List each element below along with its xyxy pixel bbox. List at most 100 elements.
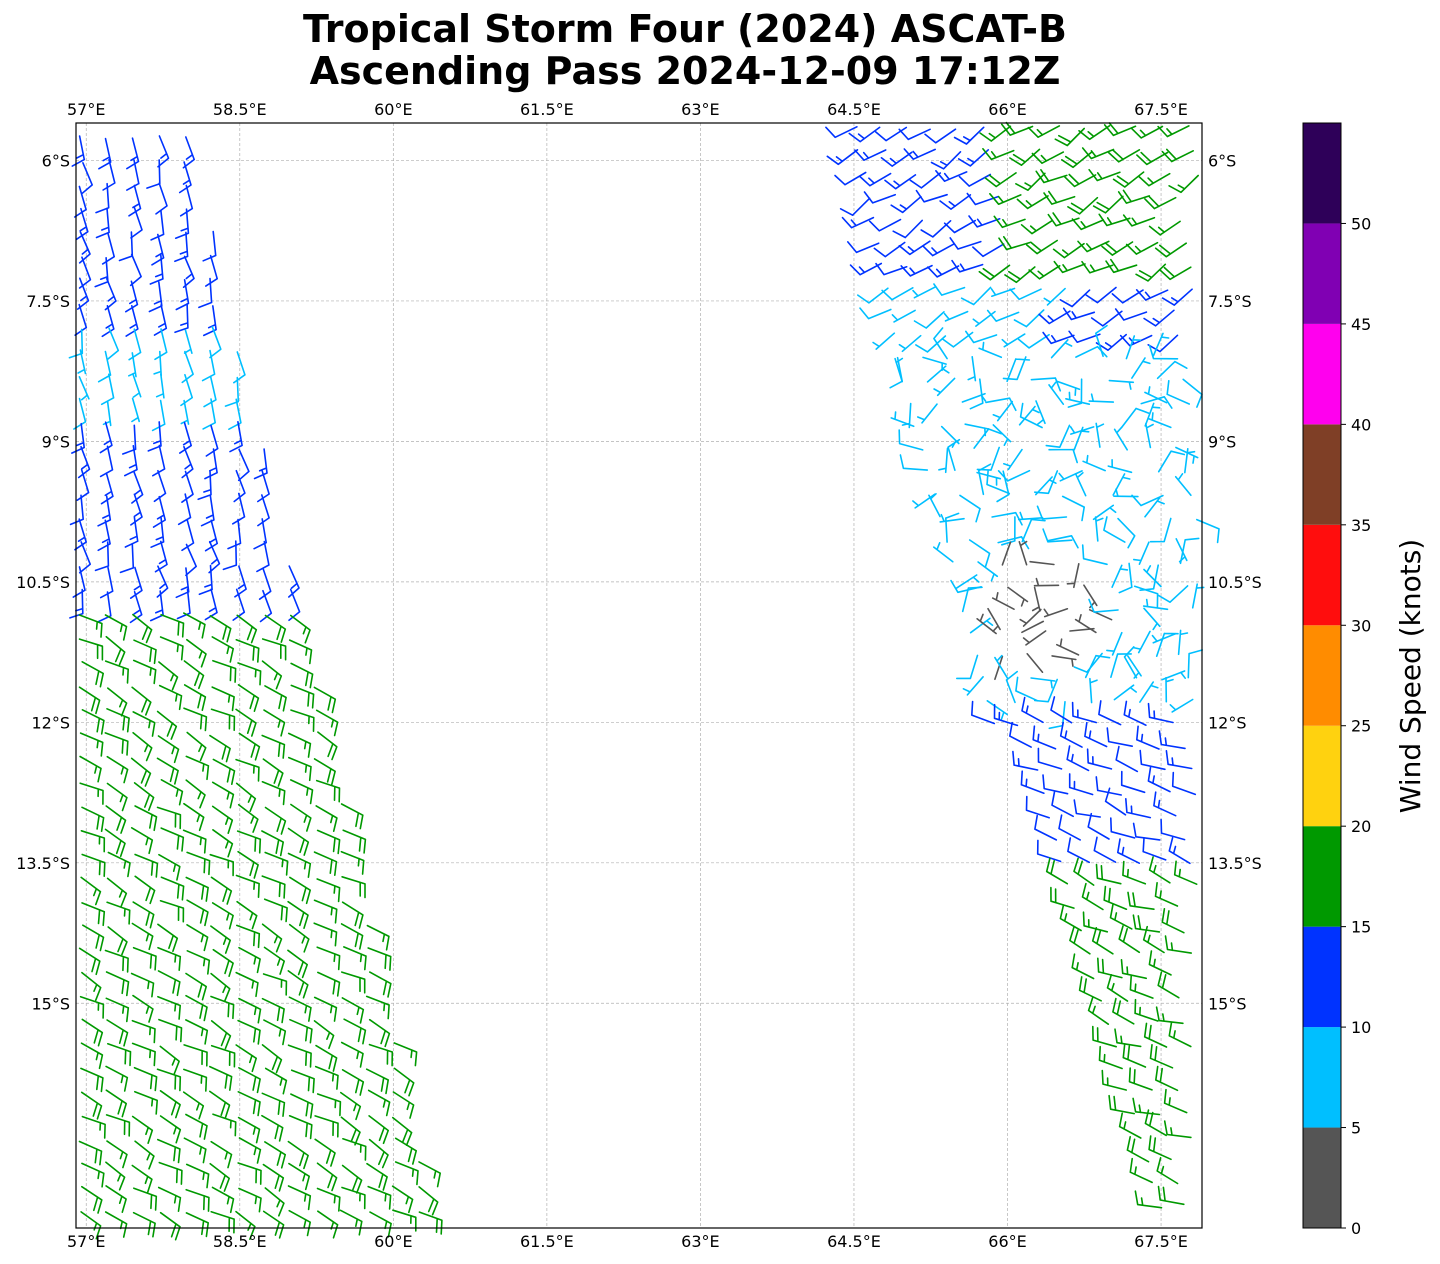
wind-barb <box>1006 358 1031 383</box>
colorbar-frame <box>1302 122 1342 1229</box>
lon-tick-label-bottom: 64.5°E <box>827 1232 881 1251</box>
wind-barb <box>943 310 969 322</box>
wind-barb <box>288 923 310 953</box>
wind-barb <box>289 876 311 905</box>
lat-tick-label-right: 10.5°S <box>1208 573 1262 592</box>
wind-barb <box>197 470 212 501</box>
wind-barb <box>393 1042 418 1067</box>
wind-barb <box>1003 448 1023 471</box>
wind-barb <box>204 588 218 621</box>
wind-barb <box>133 1066 158 1092</box>
wind-barb <box>891 309 916 323</box>
wind-barb <box>235 708 257 737</box>
wind-barb <box>183 1068 208 1092</box>
wind-barb <box>1157 971 1180 999</box>
lon-tick-label-bottom: 60°E <box>374 1232 412 1251</box>
wind-barb <box>1134 998 1159 1022</box>
wind-barb <box>78 947 101 976</box>
wind-barb <box>979 125 1012 142</box>
wind-barb <box>157 1138 181 1164</box>
wind-barb <box>961 586 983 613</box>
wind-barb <box>1095 324 1108 357</box>
wind-barb <box>1054 127 1085 147</box>
wind-barb <box>315 1044 338 1072</box>
wind-barb <box>1158 730 1186 750</box>
wind-barb <box>134 1140 155 1170</box>
wind-barb <box>933 327 948 360</box>
wind-barb <box>343 946 367 971</box>
wind-barb <box>1001 541 1012 566</box>
wind-barb <box>261 923 283 953</box>
wind-barb <box>78 614 103 638</box>
colorbar-segment <box>1303 123 1341 224</box>
wind-barb <box>129 253 142 287</box>
wind-barb <box>183 1137 207 1164</box>
wind-barb <box>69 494 84 526</box>
wind-barb <box>1173 860 1198 885</box>
wind-barb <box>1086 748 1113 770</box>
wind-barb <box>212 659 237 683</box>
wind-barb <box>872 332 896 350</box>
wind-barb <box>1098 700 1122 726</box>
wind-barb <box>316 1093 342 1117</box>
wind-barb <box>894 357 904 383</box>
wind-barb <box>107 926 128 956</box>
wind-barb <box>132 946 157 971</box>
wind-barb <box>104 949 129 973</box>
wind-barb <box>962 676 984 696</box>
wind-barb <box>1187 649 1203 679</box>
wind-barb <box>967 356 977 382</box>
wind-barb <box>1009 288 1042 301</box>
wind-barb <box>81 971 102 1002</box>
wind-barb <box>159 1090 181 1119</box>
wind-barb <box>1127 891 1155 910</box>
wind-barb <box>72 566 86 598</box>
wind-barb <box>205 424 219 457</box>
wind-barb <box>153 304 168 336</box>
wind-barb <box>81 1115 106 1139</box>
wind-barb <box>1157 1185 1185 1206</box>
lat-tick-label-left: 15°S <box>31 994 70 1013</box>
wind-barb <box>290 684 315 709</box>
wind-barb <box>1135 263 1167 282</box>
wind-barb <box>179 421 192 454</box>
wind-barb <box>235 1044 257 1073</box>
map-title-line1: Tropical Storm Four (2024) ASCAT-B <box>303 7 1067 51</box>
wind-barb <box>959 494 981 523</box>
wind-barb <box>1171 771 1197 796</box>
wind-barb <box>181 350 194 384</box>
colorbar-tick-label: 10 <box>1351 1018 1371 1037</box>
wind-barb <box>185 1113 208 1140</box>
lon-tick-label-top: 64.5°E <box>827 100 881 119</box>
wind-barb <box>198 564 213 596</box>
wind-barb <box>1047 212 1080 227</box>
wind-barb <box>210 1140 233 1169</box>
wind-barb <box>105 1089 127 1118</box>
wind-barb <box>149 590 164 622</box>
lon-tick-label-bottom: 66°E <box>988 1232 1026 1251</box>
colorbar-tick-label: 5 <box>1351 1119 1361 1138</box>
wind-barb <box>183 707 208 732</box>
wind-barb <box>237 662 262 686</box>
wind-barb <box>928 493 941 518</box>
colorbar-segment <box>1303 323 1341 425</box>
wind-barb <box>1139 681 1159 703</box>
wind-barb <box>1095 863 1122 885</box>
wind-barb <box>1136 725 1160 750</box>
wind-barb <box>81 1018 104 1047</box>
wind-barb <box>1065 391 1091 405</box>
wind-barb <box>288 565 300 598</box>
wind-barb <box>1029 560 1055 566</box>
wind-barb <box>991 511 1023 526</box>
wind-barb <box>131 397 140 423</box>
wind-barb <box>1045 424 1071 448</box>
colorbar-segment <box>1303 1127 1341 1228</box>
wind-barb <box>939 513 965 523</box>
wind-barb <box>78 256 92 289</box>
wind-barb <box>1105 258 1138 274</box>
wind-barb <box>1026 653 1044 673</box>
wind-barb <box>313 899 338 924</box>
wind-barb <box>1050 696 1073 724</box>
wind-barb <box>101 305 115 338</box>
wind-barb <box>1009 721 1032 748</box>
